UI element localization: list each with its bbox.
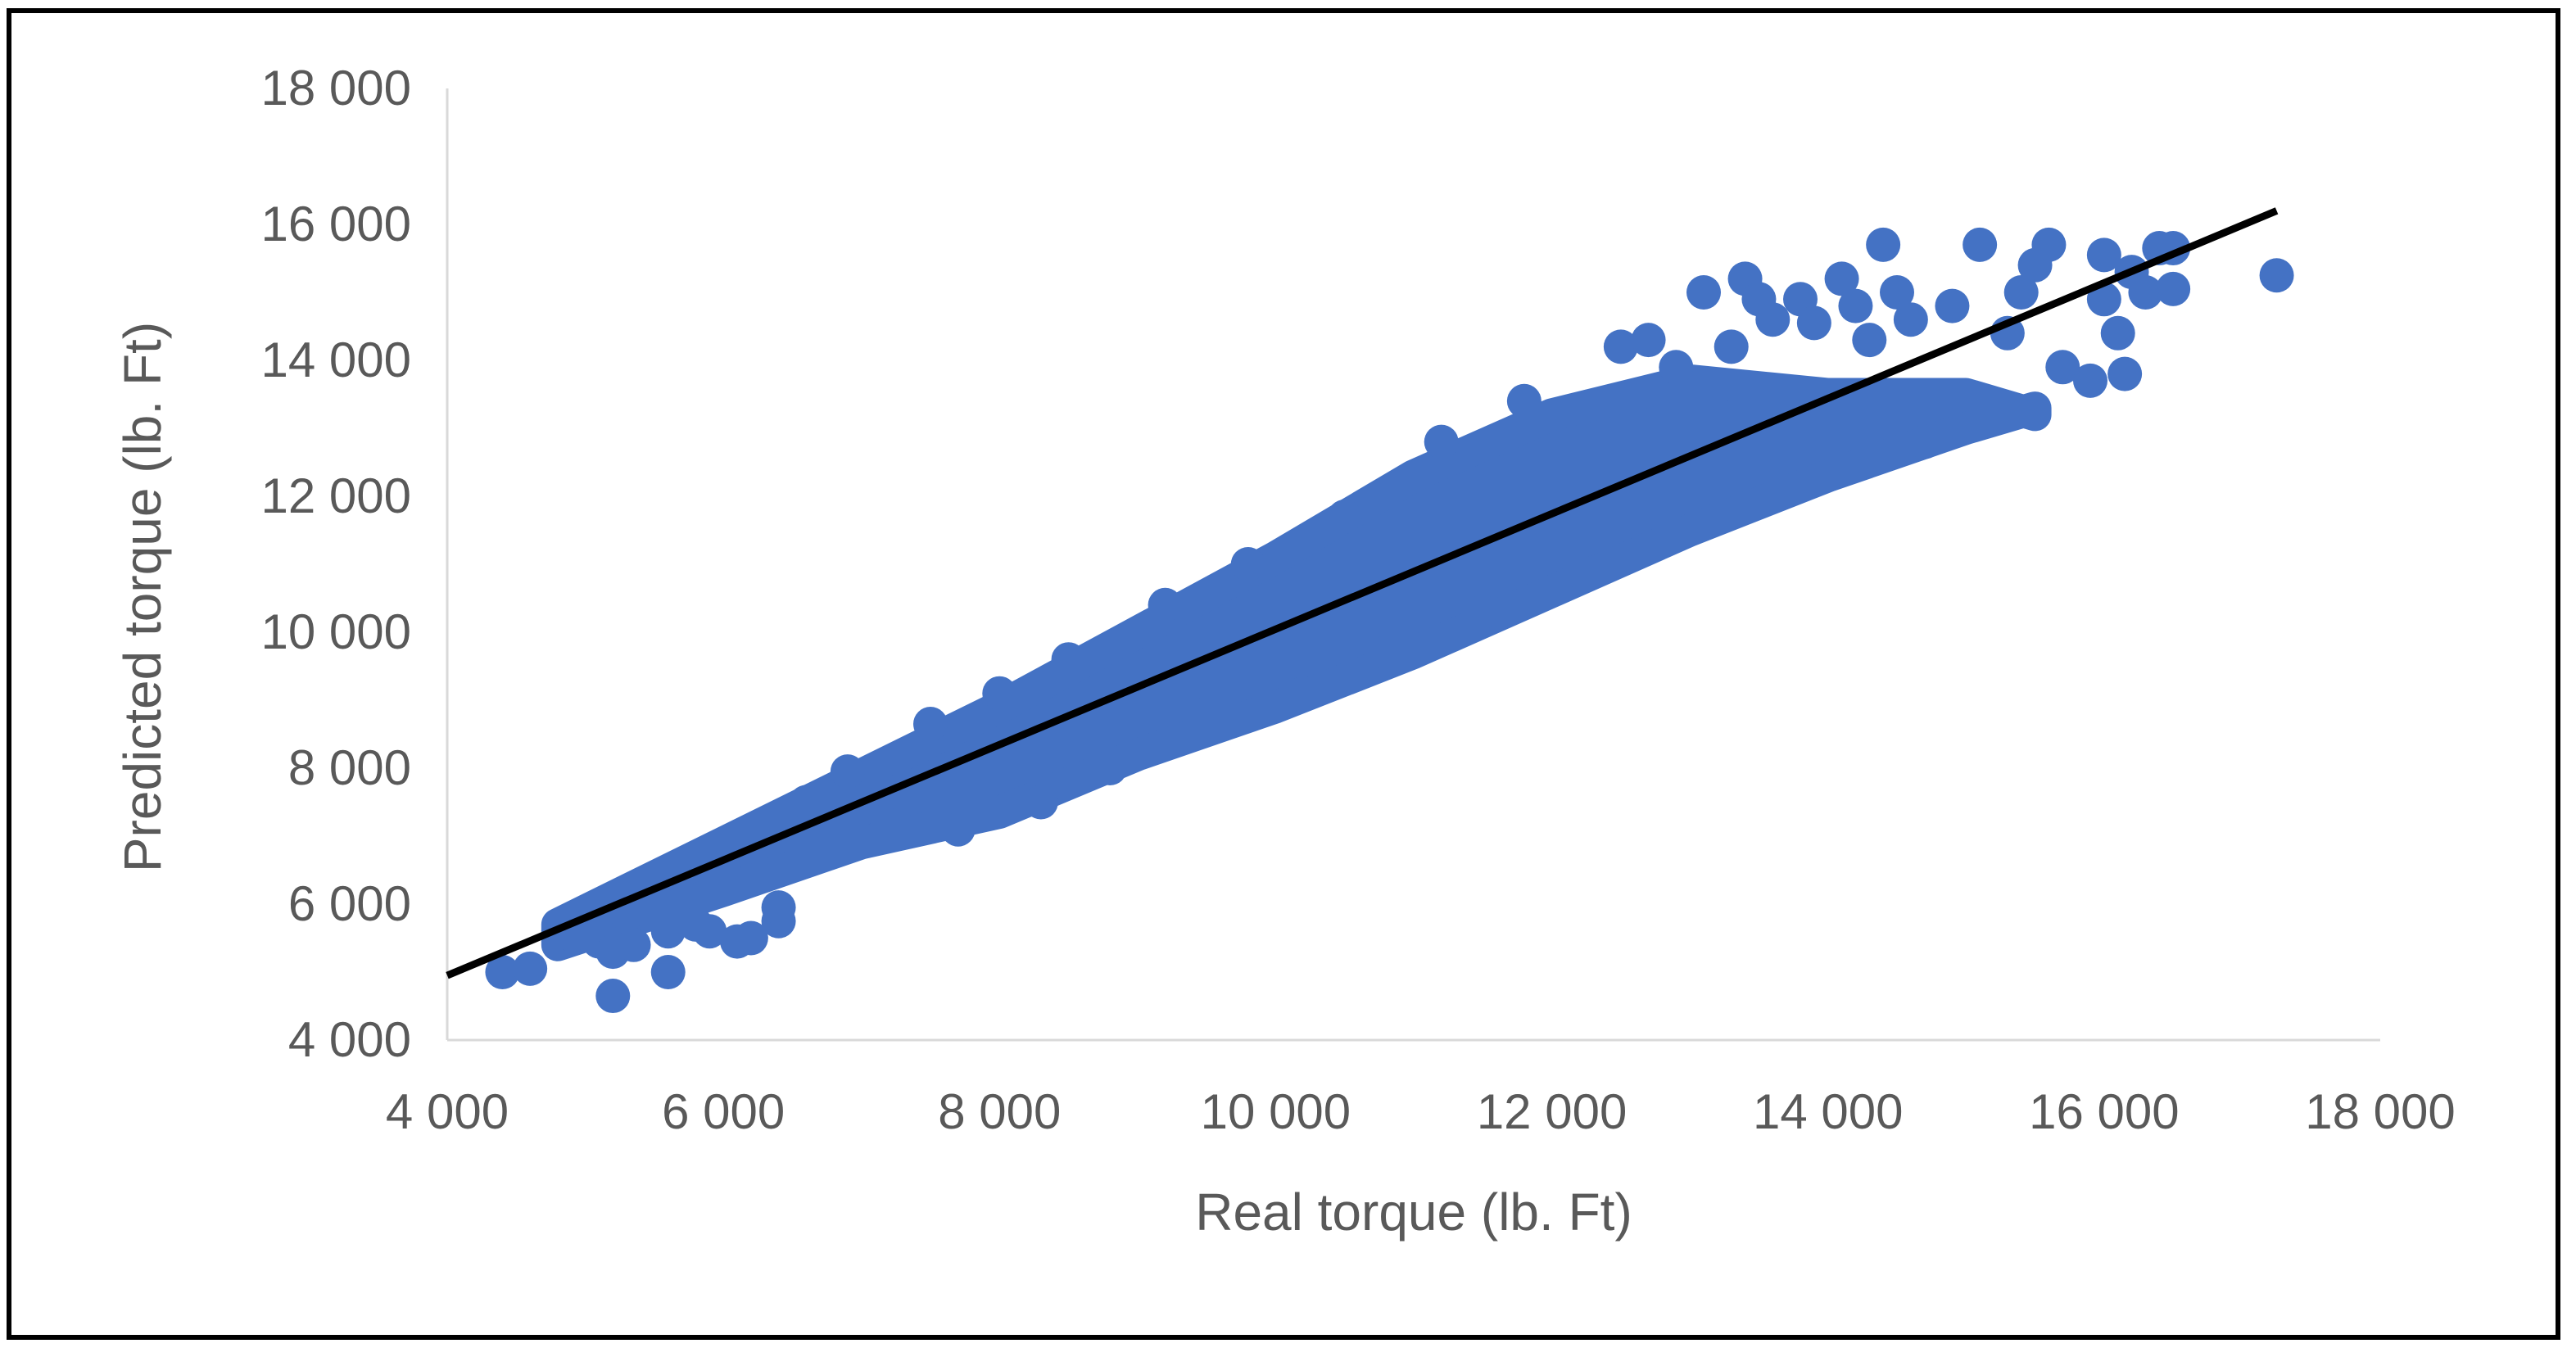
x-tick-label: 6 000 — [662, 1084, 785, 1139]
data-point — [1051, 642, 1086, 677]
data-point — [1369, 635, 1404, 670]
x-tick-labels: 4 000 6 000 8 000 10 000 12 000 14 000 16 000 1… — [386, 1084, 2456, 1139]
axes — [446, 88, 2380, 1042]
data-point — [1286, 676, 1321, 711]
data-point — [2128, 275, 2163, 310]
data-point — [2031, 227, 2067, 262]
data-point — [1023, 785, 1058, 820]
data-point — [1838, 288, 1873, 323]
data-point — [733, 920, 768, 956]
data-point — [1907, 424, 1942, 459]
data-point — [1755, 302, 1791, 337]
data-point — [1963, 227, 1998, 262]
y-tick-label: 14 000 — [260, 332, 411, 387]
data-point — [982, 676, 1017, 711]
trendline — [446, 207, 2279, 979]
data-point — [2086, 237, 2121, 273]
data-point — [1631, 323, 1666, 358]
data-point — [1230, 547, 1265, 581]
y-tick-label: 10 000 — [260, 604, 411, 659]
chart-frame: 4 000 6 000 8 000 10 000 12 000 14 000 16 000 1… — [7, 8, 2560, 1340]
data-point — [2107, 356, 2143, 391]
data-point — [1893, 302, 1928, 337]
x-tick-label: 10 000 — [1201, 1084, 1351, 1139]
data-point — [650, 914, 686, 949]
x-tick-label: 8 000 — [938, 1084, 1061, 1139]
data-point — [2100, 315, 2135, 351]
data-point — [1714, 329, 1749, 364]
data-point — [485, 955, 520, 989]
y-tick-label: 18 000 — [260, 61, 411, 115]
data-point — [2259, 258, 2294, 293]
trendline-group — [446, 207, 2279, 979]
x-tick-label: 12 000 — [1477, 1084, 1628, 1139]
y-axis-title: Predicted torque (lb. Ft) — [113, 322, 172, 872]
data-point — [2086, 282, 2121, 317]
x-tick-label: 14 000 — [1753, 1084, 1904, 1139]
data-point — [789, 785, 824, 820]
data-point — [1866, 227, 1901, 262]
data-point — [761, 890, 796, 925]
data-point — [1189, 696, 1225, 731]
data-point — [830, 754, 865, 789]
data-point — [616, 927, 651, 962]
data-point — [1824, 261, 1859, 296]
data-point — [1603, 329, 1638, 364]
data-point — [513, 951, 548, 986]
x-axis-title: Real torque (lb. Ft) — [1195, 1183, 1632, 1242]
data-point — [2073, 363, 2107, 398]
y-tick-label: 6 000 — [288, 876, 411, 931]
data-point — [1465, 595, 1501, 630]
y-tick-label: 8 000 — [288, 740, 411, 795]
data-point — [1148, 587, 1183, 622]
data-point — [2045, 350, 2080, 385]
x-tick-label: 4 000 — [386, 1084, 509, 1139]
data-point — [1562, 554, 1597, 589]
x-tick-label: 18 000 — [2305, 1084, 2456, 1139]
data-point — [913, 707, 948, 742]
data-point — [2156, 271, 2191, 306]
y-tick-label: 4 000 — [288, 1012, 411, 1067]
data-point — [1659, 350, 1694, 385]
data-point — [595, 979, 631, 1014]
data-point — [692, 914, 727, 949]
data-point — [1852, 323, 1887, 358]
y-tick-label: 12 000 — [260, 468, 411, 523]
scatter-chart: 4 000 6 000 8 000 10 000 12 000 14 000 16 000 1… — [113, 61, 2456, 1242]
data-point — [1796, 305, 1831, 341]
data-point — [650, 955, 686, 989]
y-tick-labels: 4 000 6 000 8 000 10 000 12 000 14 000 16 000 1… — [260, 61, 411, 1067]
dense-band-area — [541, 364, 2052, 961]
y-tick-label: 16 000 — [260, 197, 411, 251]
data-point — [1686, 275, 1721, 310]
dense-point-band — [541, 364, 2052, 961]
data-point — [1880, 275, 1914, 310]
data-point — [1093, 751, 1128, 785]
data-point — [1935, 288, 1970, 323]
data-point — [2003, 275, 2039, 310]
data-point — [940, 812, 976, 847]
data-point — [1424, 424, 1459, 459]
data-point — [1327, 499, 1362, 534]
x-tick-label: 16 000 — [2029, 1084, 2180, 1139]
data-point — [1506, 383, 1542, 418]
